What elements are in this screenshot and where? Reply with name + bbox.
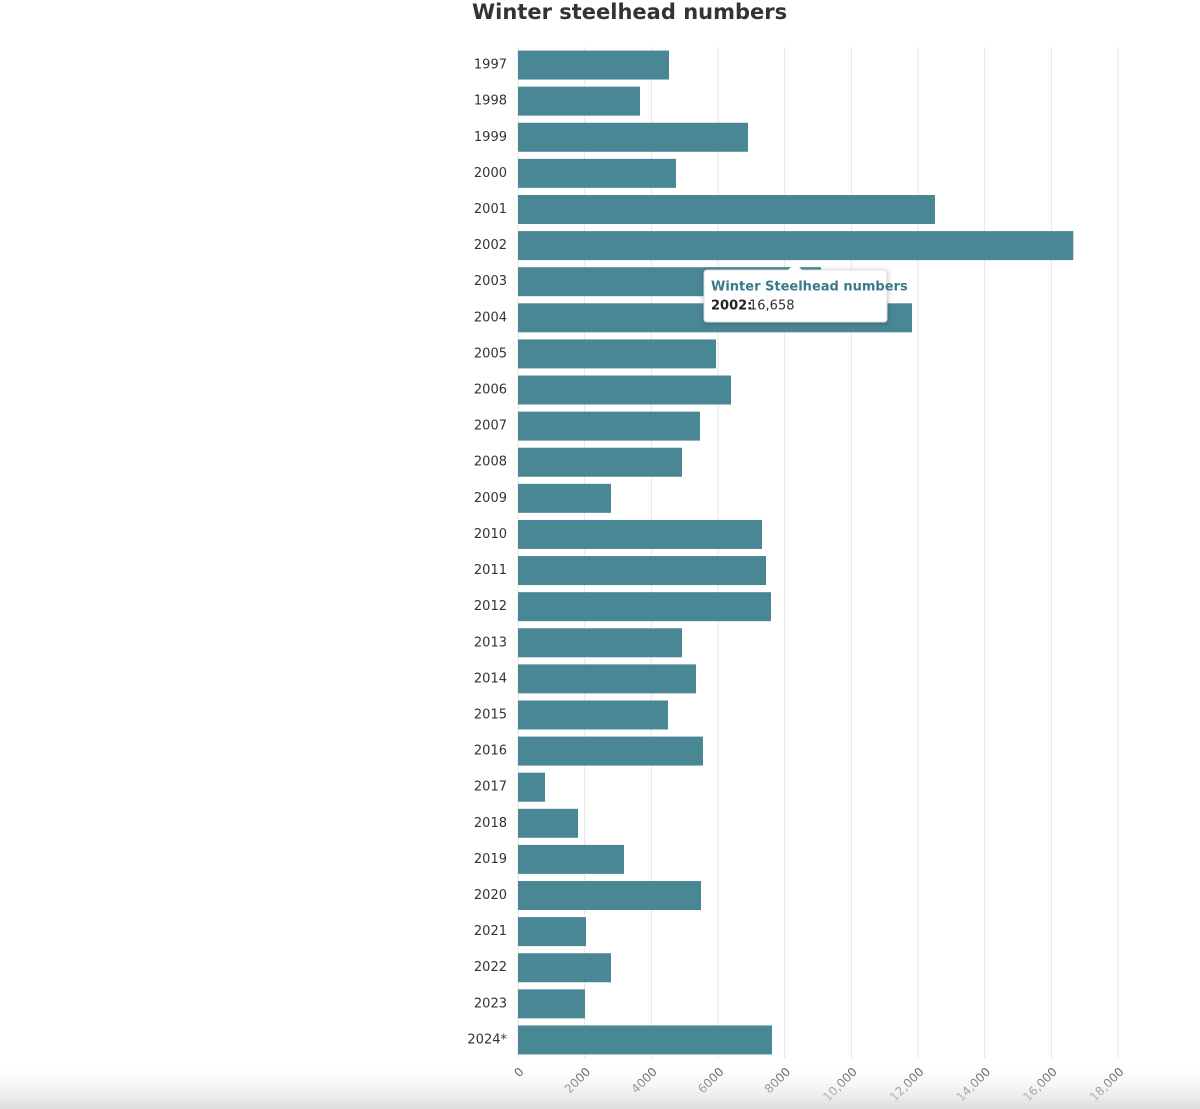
y-tick-label: 2016 (474, 744, 507, 759)
tooltip-value: 16,658 (749, 299, 795, 314)
y-tick-label: 2002 (474, 238, 507, 253)
bar (518, 375, 731, 405)
bar (518, 736, 703, 766)
y-tick-label: 2010 (474, 527, 507, 542)
bar (518, 953, 611, 983)
y-tick-label: 2011 (474, 563, 507, 578)
y-tick-label: 2009 (474, 491, 507, 506)
bar (518, 772, 545, 802)
y-tick-label: 2014 (474, 671, 507, 686)
bar (518, 50, 669, 80)
y-tick-label: 2003 (474, 274, 507, 289)
bar (518, 86, 640, 116)
tooltip-box (703, 269, 888, 323)
y-tick-label: 2024* (467, 1032, 507, 1047)
bar (518, 231, 1074, 261)
bar (518, 447, 682, 477)
y-tick-label: 1998 (474, 94, 507, 109)
y-tick-label: 1997 (474, 58, 507, 73)
tooltip-title: Winter Steelhead numbers (711, 280, 908, 295)
y-tick-label: 2017 (474, 780, 507, 795)
y-tick-label: 1999 (474, 130, 507, 145)
bar (518, 1025, 772, 1055)
y-tick-label: 2001 (474, 202, 507, 217)
y-tick-label: 2019 (474, 852, 507, 867)
bar (518, 519, 762, 549)
bar (518, 483, 611, 513)
bar (518, 339, 716, 369)
bottom-shade (0, 1060, 1200, 1109)
y-tick-label: 2018 (474, 816, 507, 831)
bar (518, 844, 624, 874)
y-tick-label: 2012 (474, 599, 507, 614)
bar (518, 628, 682, 658)
y-tick-label: 2000 (474, 166, 507, 181)
chart-title: Winter steelhead numbers (472, 0, 787, 24)
tooltip-label: 2002: (711, 299, 752, 314)
y-tick-label: 2015 (474, 707, 507, 722)
tooltip-pointer (787, 263, 803, 271)
bar (518, 122, 748, 152)
y-tick-label: 2004 (474, 310, 507, 325)
y-tick-label: 2023 (474, 996, 507, 1011)
bar (518, 556, 766, 586)
bar (518, 592, 771, 622)
bar (518, 881, 701, 911)
y-tick-label: 2022 (474, 960, 507, 975)
y-tick-label: 2005 (474, 346, 507, 361)
y-tick-label: 2007 (474, 419, 507, 434)
bar (518, 158, 676, 188)
y-tick-label: 2020 (474, 888, 507, 903)
y-tick-label: 2021 (474, 924, 507, 939)
bar (518, 700, 668, 730)
bar (518, 664, 696, 694)
y-tick-label: 2013 (474, 635, 507, 650)
bar (518, 808, 578, 838)
bar (518, 989, 585, 1019)
y-tick-label: 2008 (474, 455, 507, 470)
bar (518, 194, 935, 224)
bar (518, 411, 700, 441)
y-tick-label: 2006 (474, 383, 507, 398)
bar (518, 917, 586, 947)
